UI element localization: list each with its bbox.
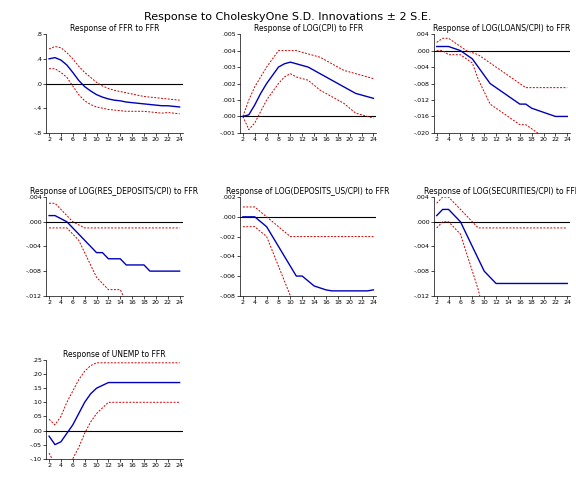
Title: Response of UNEMP to FFR: Response of UNEMP to FFR (63, 350, 166, 359)
Title: Response of LOG(CPI) to FFR: Response of LOG(CPI) to FFR (253, 24, 363, 33)
Title: Response of LOG(DEPOSITS_US/CPI) to FFR: Response of LOG(DEPOSITS_US/CPI) to FFR (226, 187, 390, 196)
Title: Response of LOG(SECURITIES/CPI) to FFR: Response of LOG(SECURITIES/CPI) to FFR (424, 187, 576, 196)
Text: Response to CholeskyOne S.D. Innovations ± 2 S.E.: Response to CholeskyOne S.D. Innovations… (144, 12, 432, 22)
Title: Response of LOG(LOANS/CPI) to FFR: Response of LOG(LOANS/CPI) to FFR (433, 24, 571, 33)
Title: Response of LOG(RES_DEPOSITS/CPI) to FFR: Response of LOG(RES_DEPOSITS/CPI) to FFR (31, 187, 198, 196)
Title: Response of FFR to FFR: Response of FFR to FFR (70, 24, 159, 33)
